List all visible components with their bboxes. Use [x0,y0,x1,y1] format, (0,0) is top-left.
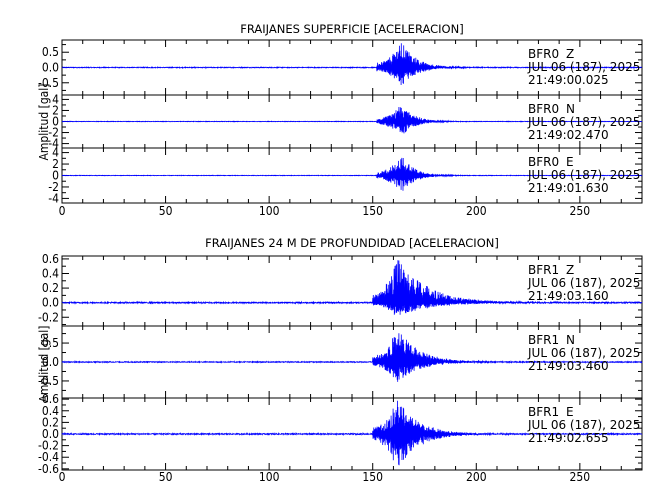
component-code: N [566,102,575,116]
record-date: JUL 06 (187), 2025 [527,60,640,74]
y-tick-label: 0.5 [42,45,59,59]
component-code: N [566,333,575,347]
station-code: BFR1 [528,333,559,347]
y-axis-label: Amplitud [gal] [37,83,51,160]
y-tick-label: 4 [52,92,59,106]
station-code: BFR0 [528,47,559,61]
x-tick-label: 150 [362,204,383,218]
x-tick-label: 250 [570,204,591,218]
record-date: JUL 06 (187), 2025 [527,115,640,129]
waveform-trace [61,260,643,315]
record-date: JUL 06 (187), 2025 [527,168,640,182]
y-tick-label: -0.5 [38,374,59,388]
chart-title: FRAIJANES 24 M DE PROFUNDIDAD [ACELERACI… [205,236,499,250]
y-tick-label: 4 [52,146,59,160]
y-tick-label: 0.6 [42,392,59,406]
y-tick-label: 0.0 [42,296,59,310]
x-tick-label: 100 [259,204,280,218]
y-tick-label: 0.5 [42,336,59,350]
component-code: E [566,405,574,419]
record-time: 21:49:00.025 [528,73,609,87]
x-tick-label: 250 [570,470,591,484]
station-code: BFR1 [528,405,559,419]
station-code: BFR1 [528,263,559,277]
x-tick-label: 0 [59,204,66,218]
record-date: JUL 06 (187), 2025 [527,418,640,432]
waveform-trace [61,400,643,466]
y-tick-label: 0 [52,169,59,183]
y-tick-label: 0.0 [42,61,59,75]
record-date: JUL 06 (187), 2025 [527,346,640,360]
waveform-trace [61,333,643,382]
y-tick-label: -0.5 [38,76,59,90]
y-tick-label: -0.2 [38,310,59,324]
y-tick-label: -2 [48,180,59,194]
x-tick-label: 200 [466,204,487,218]
x-tick-label: 200 [466,470,487,484]
y-tick-label: 0.6 [42,252,59,266]
y-tick-label: -4 [48,191,59,205]
y-tick-label: 0.0 [42,355,59,369]
y-tick-label: 2 [52,157,59,171]
record-time: 21:49:03.460 [528,359,609,373]
y-tick-label: 0.0 [42,427,59,441]
waveform-trace [61,106,643,134]
x-tick-label: 150 [362,470,383,484]
y-tick-label: -0.4 [38,450,59,464]
waveform-trace [61,43,643,86]
y-tick-label: -0.2 [38,439,59,453]
component-code: Z [566,263,574,277]
y-tick-label: -4 [48,137,59,151]
record-time: 21:49:03.160 [528,289,609,303]
y-axis-label: Amplitud [gal] [37,325,51,402]
x-tick-label: 100 [259,470,280,484]
y-tick-label: 0.4 [42,404,59,418]
y-tick-label: 0 [52,115,59,129]
station-code: BFR0 [528,102,559,116]
waveform-trace [61,157,643,191]
chart-1: FRAIJANES SUPERFICIE [ACELERACION] Amplit… [37,22,643,218]
component-code: Z [566,47,574,61]
chart-title: FRAIJANES SUPERFICIE [ACELERACION] [240,22,463,36]
y-tick-label: 2 [52,103,59,117]
record-date: JUL 06 (187), 2025 [527,276,640,290]
record-time: 21:49:01.630 [528,181,609,195]
y-tick-label: 0.4 [42,267,59,281]
y-tick-label: 0.2 [42,415,59,429]
x-tick-label: 0 [59,470,66,484]
x-tick-label: 50 [159,470,173,484]
record-time: 21:49:02.655 [528,431,609,445]
chart-2: FRAIJANES 24 M DE PROFUNDIDAD [ACELERACI… [37,236,643,484]
station-code: BFR0 [528,155,559,169]
x-tick-label: 50 [159,204,173,218]
record-time: 21:49:02.470 [528,128,609,142]
y-tick-label: -0.6 [38,462,59,476]
y-tick-label: 0.2 [42,281,59,295]
component-code: E [566,155,574,169]
y-tick-label: -2 [48,126,59,140]
